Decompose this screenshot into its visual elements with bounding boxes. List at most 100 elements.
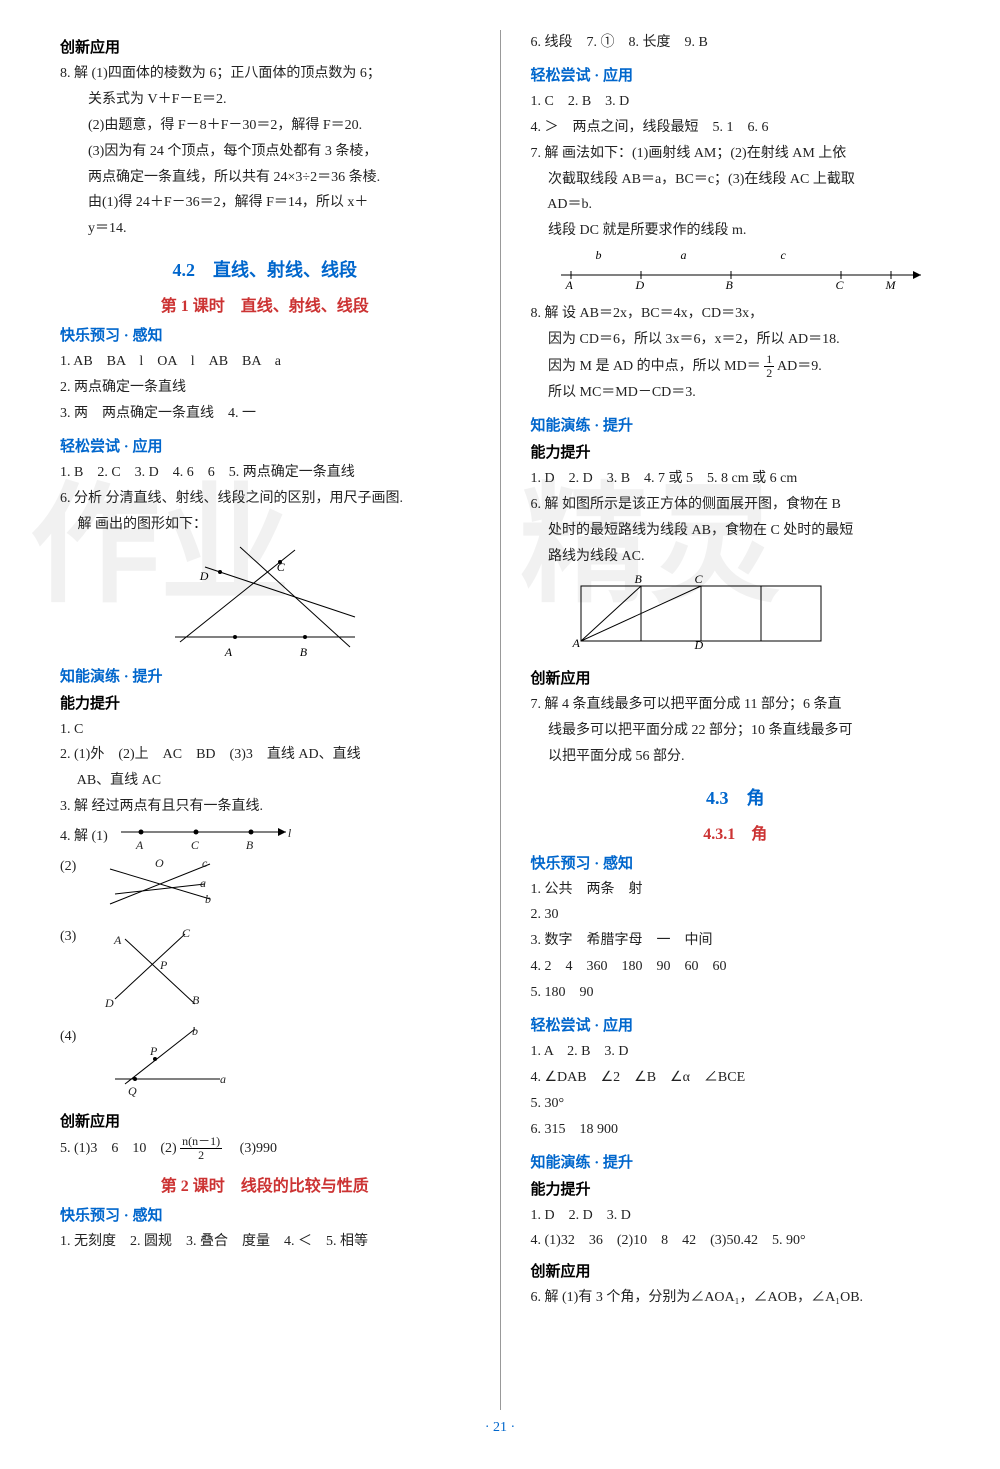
- axis-B: B: [246, 834, 253, 856]
- r-klyx-l1: 2. 30: [531, 902, 941, 928]
- ld-c: c: [781, 248, 786, 263]
- r-q8-l0: 8. 解 设 AB＝2x，BC＝4x，CD＝3x，: [531, 301, 941, 327]
- nlts-header: 能力提升: [60, 692, 470, 713]
- header-cxyy: 创新应用: [60, 36, 470, 57]
- cxyy2-header: 创新应用: [60, 1110, 470, 1131]
- r-top: 6. 线段 7. ① 8. 长度 9. B: [531, 30, 941, 56]
- r-klyx-l3: 4. 2 4 360 180 90 60 60: [531, 954, 941, 980]
- d4-a: a: [220, 1068, 226, 1090]
- sub3: (3) C A P B D: [60, 924, 470, 1024]
- d4-Q: Q: [128, 1080, 137, 1102]
- axis-C: C: [191, 834, 199, 856]
- d3-C: C: [182, 922, 190, 944]
- klyx-l1: 2. 两点确定一条直线: [60, 375, 470, 401]
- q8-l6: y＝14.: [60, 216, 470, 242]
- r-cxyy-header: 创新应用: [531, 667, 941, 688]
- r-q7-l2: 以把平面分成 56 部分.: [531, 744, 941, 770]
- r-qscs-l5: 线段 DC 就是所要求作的线段 m.: [531, 218, 941, 244]
- lbl-C: C: [277, 560, 285, 575]
- d3-A: A: [114, 929, 121, 951]
- d3-P: P: [160, 954, 167, 976]
- nlts-l0: 1. C: [60, 717, 470, 743]
- lbl-D: D: [200, 569, 209, 584]
- qscs-l0: 1. B 2. C 3. D 4. 6 6 5. 两点确定一条直线: [60, 460, 470, 486]
- r-q8-l2: 因为 M 是 AD 的中点，所以 MD＝ 12 AD＝9.: [531, 353, 941, 380]
- ld-b: b: [596, 248, 602, 263]
- r-qscs2-l2: 5. 30°: [531, 1091, 941, 1117]
- r-cxyy2-header: 创新应用: [531, 1260, 941, 1281]
- nlts-l2: AB、直线 AC: [60, 768, 470, 794]
- r-klyx-l2: 3. 数字 希腊字母 一 中间: [531, 928, 941, 954]
- d3-B: B: [192, 989, 199, 1011]
- r-znyl-header: 知能演练 · 提升: [531, 414, 941, 435]
- nlts-l3: 3. 解 经过两点有且只有一条直线.: [60, 794, 470, 820]
- r-qscs-l1: 4. ＞ 两点之间，线段最短 5. 1 6. 6: [531, 115, 941, 141]
- nlts-l1: 2. (1)外 (2)上 AC BD (3)3 直线 AD、直线: [60, 742, 470, 768]
- cn-B: B: [635, 572, 642, 587]
- q8-l0: 8. 解 (1)四面体的棱数为 6；正八面体的顶点数为 6；: [60, 61, 470, 87]
- d4-b: b: [192, 1020, 198, 1042]
- nlts-l4: 4. 解 (1) A C B l: [60, 820, 470, 854]
- ld-D: D: [636, 278, 645, 293]
- title-4-3-1: 4.3.1 角: [531, 820, 941, 844]
- cube-net: A B C D: [571, 576, 941, 661]
- r-qscs2-l3: 6. 315 18 900: [531, 1117, 941, 1143]
- lbl-B: B: [300, 645, 307, 660]
- klyx-l2: 3. 两 两点确定一条直线 4. 一: [60, 401, 470, 427]
- q8-l1: 关系式为 V＋F－E＝2.: [60, 87, 470, 113]
- q8-l2: (2)由题意，得 F－8＋F－30＝2，解得 F＝20.: [60, 113, 470, 139]
- klyx2-line: 1. 无刻度 2. 圆规 3. 叠合 度量 4. ＜ 5. 相等: [60, 1229, 470, 1255]
- ld-a: a: [681, 248, 687, 263]
- r-nlts-l0: 1. D 2. D 3. B 4. 7 或 5 5. 8 cm 或 6 cm: [531, 466, 941, 492]
- cn-A: A: [573, 636, 580, 651]
- klyx-header: 快乐预习 · 感知: [60, 324, 470, 345]
- q8-l3: (3)因为有 24 个顶点，每个顶点处都有 3 条棱，: [60, 139, 470, 165]
- axis-l: l: [288, 822, 291, 844]
- sub2: (2) O c b a: [60, 854, 470, 924]
- d2-O: O: [155, 852, 164, 874]
- r-qscs-header: 轻松尝试 · 应用: [531, 64, 941, 85]
- q8-l5: 由(1)得 24＋F－36＝2，解得 F＝14，所以 x＋: [60, 190, 470, 216]
- r-nlts-l3: 路线为线段 AC.: [531, 544, 941, 570]
- lesson1-title: 第 1 课时 直线、射线、线段: [60, 292, 470, 316]
- r-qscs-l0: 1. C 2. B 3. D: [531, 89, 941, 115]
- r-klyx-l4: 5. 180 90: [531, 980, 941, 1006]
- r-nlts2-header: 能力提升: [531, 1178, 941, 1199]
- r-nlts2-l0: 1. D 2. D 3. D: [531, 1203, 941, 1229]
- q8-l4: 两点确定一条直线，所以共有 24×3÷2＝36 条棱.: [60, 165, 470, 191]
- d2-a: a: [200, 872, 206, 894]
- sub4: (4) P Q a b: [60, 1024, 470, 1104]
- r-qscs-l3: 次截取线段 AB＝a，BC＝c；(3)在线段 AC 上截取: [531, 167, 941, 193]
- ld-A: A: [566, 278, 573, 293]
- qscs-l1: 6. 分析 分清直线、射线、线段之间的区别，用尺子画图.: [60, 486, 470, 512]
- r-qscs2-l1: 4. ∠DAB ∠2 ∠B ∠α ∠BCE: [531, 1065, 941, 1091]
- r-klyx-l0: 1. 公共 两条 射: [531, 877, 941, 903]
- r-q7-l1: 线最多可以把平面分成 22 部分；10 条直线最多可: [531, 718, 941, 744]
- diagram-dabc: D C A B: [60, 542, 470, 657]
- d3-D: D: [105, 992, 114, 1014]
- cn-C: C: [695, 572, 703, 587]
- znyl-header: 知能演练 · 提升: [60, 665, 470, 686]
- lbl-A: A: [225, 645, 232, 660]
- r-qscs-l2: 7. 解 画法如下：(1)画射线 AM；(2)在射线 AM 上依: [531, 141, 941, 167]
- r-qscs2-header: 轻松尝试 · 应用: [531, 1014, 941, 1035]
- r-nlts-l2: 处时的最短路线为线段 AB，食物在 C 处时的最短: [531, 518, 941, 544]
- d4-P: P: [150, 1040, 157, 1062]
- r-klyx-header: 快乐预习 · 感知: [531, 852, 941, 873]
- ld-M: M: [886, 278, 896, 293]
- q5-line: 5. (1)3 6 10 (2) n(n－1)2 (3)990: [60, 1135, 470, 1162]
- axis-A: A: [136, 834, 143, 856]
- r-q7-l0: 7. 解 4 条直线最多可以把平面分成 11 部分；6 条直: [531, 692, 941, 718]
- title-4-3: 4.3 角: [531, 784, 941, 810]
- qscs-l2: 解 画出的图形如下：: [60, 512, 470, 538]
- content-columns: 创新应用 8. 解 (1)四面体的棱数为 6；正八面体的顶点数为 6； 关系式为…: [60, 30, 940, 1410]
- d2-c: c: [202, 852, 207, 874]
- klyx2-header: 快乐预习 · 感知: [60, 1204, 470, 1225]
- r-qscs2-l0: 1. A 2. B 3. D: [531, 1039, 941, 1065]
- page-number: · 21 ·: [60, 1420, 940, 1436]
- ld-C: C: [836, 278, 844, 293]
- left-column: 创新应用 8. 解 (1)四面体的棱数为 6；正八面体的顶点数为 6； 关系式为…: [60, 30, 470, 1410]
- r-znyl2-header: 知能演练 · 提升: [531, 1151, 941, 1172]
- cn-D: D: [695, 638, 704, 653]
- right-column: 6. 线段 7. ① 8. 长度 9. B 轻松尝试 · 应用 1. C 2. …: [531, 30, 941, 1410]
